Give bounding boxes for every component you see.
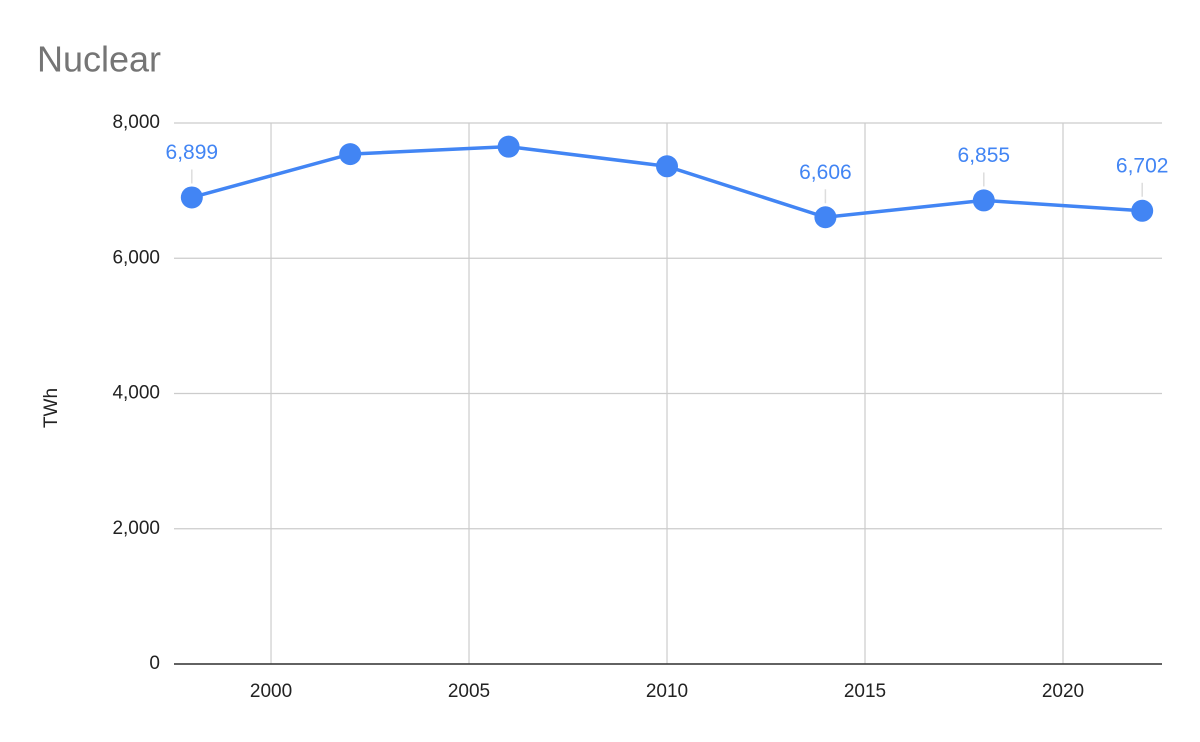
data-label: 6,702 (1116, 154, 1169, 177)
data-label: 6,899 (166, 141, 219, 164)
point (339, 143, 362, 166)
x-tick-label: 2015 (844, 681, 886, 702)
point (180, 186, 203, 209)
chart-title: Nuclear (37, 39, 161, 80)
x-tick-label: 2010 (646, 681, 688, 702)
x-tick-label: 2020 (1042, 681, 1084, 702)
x-tick-label: 2005 (448, 681, 490, 702)
data-label: 6,855 (958, 144, 1011, 167)
y-tick-label: 0 (149, 653, 160, 674)
y-tick-label: 6,000 (112, 247, 160, 268)
point (972, 189, 995, 212)
point (656, 155, 679, 178)
x-tick-label: 2000 (250, 681, 292, 702)
y-tick-label: 4,000 (112, 383, 160, 404)
point (814, 206, 837, 229)
y-tick-label: 2,000 (112, 518, 160, 539)
point (497, 135, 520, 158)
y-axis-label: TWh (41, 388, 62, 428)
point (1131, 199, 1154, 222)
data-label: 6,606 (799, 161, 852, 184)
y-tick-label: 8,000 (112, 112, 160, 133)
